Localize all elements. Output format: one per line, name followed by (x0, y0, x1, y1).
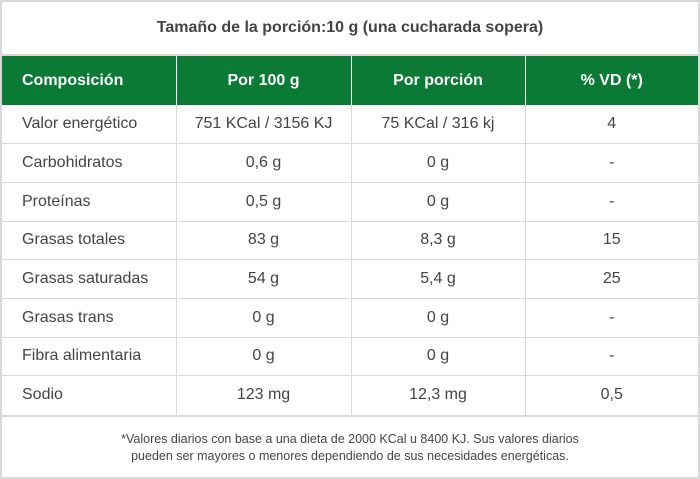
row-label: Grasas totales (2, 220, 176, 260)
daily-values-footnote: *Valores diarios con base a una dieta de… (2, 414, 698, 479)
row-per-serving: 0 g (350, 181, 525, 222)
row-per-100g: 123 mg (175, 375, 351, 415)
row-per-serving: 0 g (350, 297, 525, 338)
row-per-serving: 8,3 g (350, 220, 525, 260)
row-vd: 0,5 (524, 375, 698, 415)
serving-size-title: Tamaño de la porción:10 g (una cucharada… (2, 2, 698, 56)
row-per-100g: 0,5 g (175, 181, 351, 222)
footnote-line-2: pueden ser mayores o menores dependiendo… (131, 448, 569, 463)
table-row: Proteínas 0,5 g 0 g - (2, 181, 698, 222)
header-por-porcion: Por porción (350, 56, 525, 105)
header-por-100g: Por 100 g (175, 56, 351, 105)
row-label: Grasas saturadas (2, 259, 176, 299)
row-vd: - (524, 297, 698, 338)
table-row: Grasas trans 0 g 0 g - (2, 297, 698, 338)
row-per-serving: 12,3 mg (350, 375, 525, 415)
row-per-100g: 54 g (175, 259, 351, 299)
table-row: Carbohidratos 0,6 g 0 g - (2, 143, 698, 183)
row-per-100g: 751 KCal / 3156 KJ (175, 105, 351, 144)
table-row: Sodio 123 mg 12,3 mg 0,5 (2, 375, 698, 415)
row-per-100g: 0,6 g (175, 143, 351, 183)
row-label: Grasas trans (2, 297, 176, 338)
row-vd: 15 (524, 220, 698, 260)
nutrition-table: Composición Por 100 g Por porción % VD (… (2, 56, 698, 415)
row-vd: 4 (524, 105, 698, 144)
row-per-100g: 83 g (175, 220, 351, 260)
row-per-100g: 0 g (175, 297, 351, 338)
row-label: Sodio (2, 375, 176, 415)
row-vd: 25 (524, 259, 698, 299)
table-row: Grasas saturadas 54 g 5,4 g 25 (2, 259, 698, 299)
row-vd: - (524, 336, 698, 376)
row-label: Carbohidratos (2, 143, 176, 183)
row-label: Valor energético (22, 115, 138, 133)
table-row: Valor energético 751 KCal / 3156 KJ 75 K… (2, 105, 698, 144)
row-per-serving: 75 KCal / 316 kj (350, 105, 525, 144)
table-header-row: Composición Por 100 g Por porción % VD (… (2, 56, 698, 105)
row-label: Proteínas (2, 181, 176, 222)
row-vd: - (524, 181, 698, 222)
row-label: Fibra alimentaria (2, 336, 176, 376)
row-per-serving: 0 g (350, 143, 525, 183)
footnote-line-1: *Valores diarios con base a una dieta de… (121, 431, 579, 446)
row-per-100g: 0 g (175, 336, 351, 376)
table-row: Fibra alimentaria 0 g 0 g - (2, 336, 698, 376)
header-vd: % VD (*) (524, 56, 698, 105)
row-vd: - (524, 143, 698, 183)
header-composicion: Composición (22, 71, 124, 89)
table-row: Grasas totales 83 g 8,3 g 15 (2, 220, 698, 260)
row-per-serving: 5,4 g (350, 259, 525, 299)
row-per-serving: 0 g (350, 336, 525, 376)
